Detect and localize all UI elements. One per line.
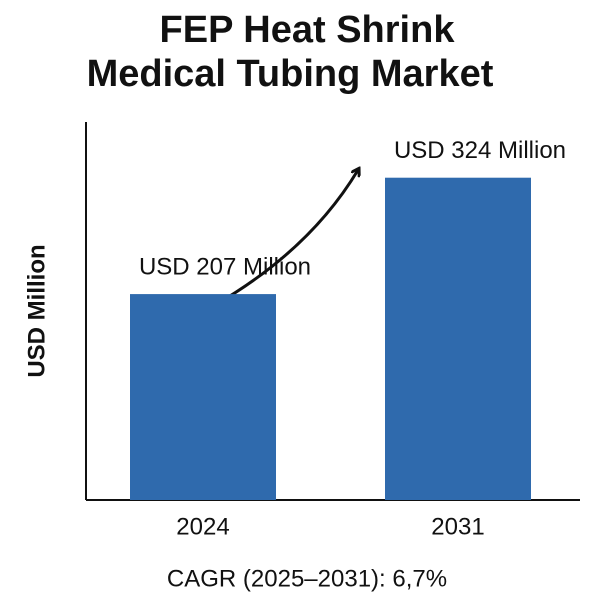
bar xyxy=(130,294,276,500)
x-tick-label: 2024 xyxy=(176,513,229,540)
value-label: USD 207 Million xyxy=(139,253,311,280)
y-axis-label: USD Million xyxy=(23,244,50,377)
x-tick-label: 2031 xyxy=(431,513,484,540)
chart-title: FEP Heat Shrink xyxy=(160,9,456,51)
growth-arrow xyxy=(214,170,358,307)
value-label: USD 324 Million xyxy=(394,137,566,164)
chart-title: Medical Tubing Market xyxy=(87,53,494,95)
bar xyxy=(385,177,531,500)
cagr-annotation: CAGR (2025–2031): 6,7% xyxy=(167,565,447,592)
